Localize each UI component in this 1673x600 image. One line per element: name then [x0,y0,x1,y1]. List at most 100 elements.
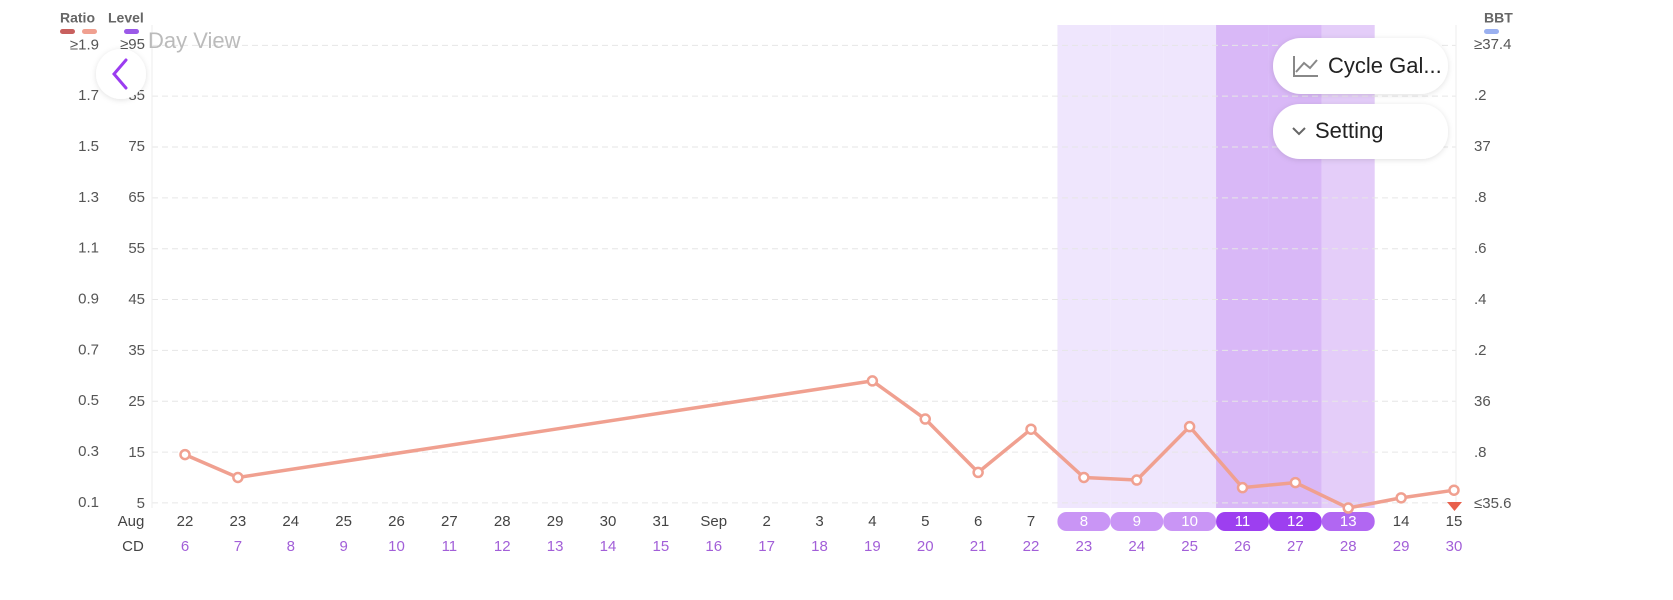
cycle-day-label: 23 [1076,538,1093,555]
cycle-day-label: 16 [705,538,722,555]
line-segment [1399,488,1456,500]
cycle-day-label: 18 [811,538,828,555]
cycle-day-label: 9 [339,538,347,555]
cycle-day-label: 14 [600,538,617,555]
x-tick-label: 13 [1340,513,1357,530]
line-segment [870,379,927,421]
setting-button[interactable] [1273,104,1448,159]
level-tick-label: 55 [128,240,145,257]
cycle-day-label: 12 [494,538,511,555]
bbt-tick-label: .2 [1474,87,1487,104]
x-tick-label: 22 [177,513,194,530]
fertile-band [1163,25,1217,508]
level-tick-label: 35 [128,342,145,359]
cycle-day-label: 28 [1340,538,1357,555]
ratio-tick-label: 0.9 [78,291,99,308]
legend-label: BBT [1484,10,1513,26]
fertile-band [1216,25,1269,508]
ratio-tick-label: 1.3 [78,189,99,206]
x-tick-label: 30 [600,513,617,530]
level-tick-label: 5 [137,495,145,512]
point [1342,502,1354,514]
line-segment [923,417,980,475]
cycle-day-label: 20 [917,538,934,555]
x-tick-label: 14 [1393,513,1410,530]
bbt-tick-label: .2 [1474,342,1487,359]
ratio-tick-label: ≥1.9 [70,36,99,53]
x-tick-label: 28 [494,513,511,530]
point [919,413,931,425]
cycle-day-label: 25 [1181,538,1198,555]
x-tick-label: 24 [282,513,299,530]
line-segment [183,452,240,480]
ratio-tick-label: 1.7 [78,87,99,104]
cycle-day-label: 24 [1128,538,1145,555]
cycle-day-label: 27 [1287,538,1304,555]
fertile-band [1321,25,1375,508]
cycle-day-label: 21 [970,538,987,555]
x-tick-label: 7 [1027,513,1035,530]
line-segment [1293,480,1350,510]
line-segment [236,379,875,480]
line-segment [1187,424,1245,490]
x-tick-label: 11 [1235,513,1251,530]
point [1131,474,1143,486]
ratio-tick-label: 0.5 [78,392,99,409]
x-tick-label: 26 [388,513,405,530]
point [1395,492,1407,504]
x-tick-label: 8 [1080,513,1088,530]
x-tick-label: 6 [974,513,982,530]
level-tick-label: 45 [128,291,145,308]
level-tick-label: 15 [128,444,145,461]
chart-icon [1293,56,1318,77]
fertile-band [1268,25,1322,508]
ratio-tick-label: 0.3 [78,443,99,460]
point [1078,471,1090,484]
bbt-tick-label: 36 [1474,393,1491,410]
ratio-tick-label: 1.5 [78,138,99,155]
date-pill [1057,512,1111,531]
level-tick-label: 65 [128,189,145,206]
point [866,375,879,387]
ratio-tick-label: 1.1 [78,240,99,257]
cycle-day-label: 30 [1446,538,1463,555]
cycle-day-label: 8 [287,538,295,555]
cycle-day-label: 15 [653,538,670,555]
x-tick-label: 9 [1133,513,1141,530]
legend-label: Level [108,10,144,26]
point [179,448,191,461]
cycle-day-label: 7 [234,538,242,555]
today-marker [1447,502,1462,511]
chevron-icon [1292,127,1306,136]
cycle-day-label: 22 [1023,538,1040,555]
level-tick-label: ≥95 [120,36,145,53]
cycle-day-label: 29 [1393,538,1410,555]
x-tick-label: 31 [653,513,670,530]
x-tick-label: 12 [1287,513,1304,530]
line-segment [1029,427,1086,480]
bbt-tick-label: ≤35.6 [1474,495,1511,512]
x-tick-label: 3 [815,513,823,530]
line-segment [1135,424,1192,482]
point [1289,476,1302,489]
line-segment [1240,480,1298,490]
x-tick-label: 5 [921,513,929,530]
ratio-tick-label: 0.7 [78,341,99,358]
legend-swatch [82,29,97,34]
cycle-button[interactable] [1273,38,1448,94]
line-segment [1082,475,1139,482]
point [1236,481,1249,494]
point [232,471,244,484]
fertile-band [1110,25,1164,508]
point [1025,423,1037,435]
setting-button-label: Setting [1315,118,1384,143]
back-icon [112,58,128,90]
x-tick-label: Sep [700,513,727,530]
cycle-day-label: 13 [547,538,564,555]
back-button[interactable] [96,49,146,99]
bbt-tick-label: 37 [1474,138,1491,155]
cycle-day-label: 6 [181,538,189,555]
level-tick-label: 25 [128,393,145,410]
point [972,466,984,479]
